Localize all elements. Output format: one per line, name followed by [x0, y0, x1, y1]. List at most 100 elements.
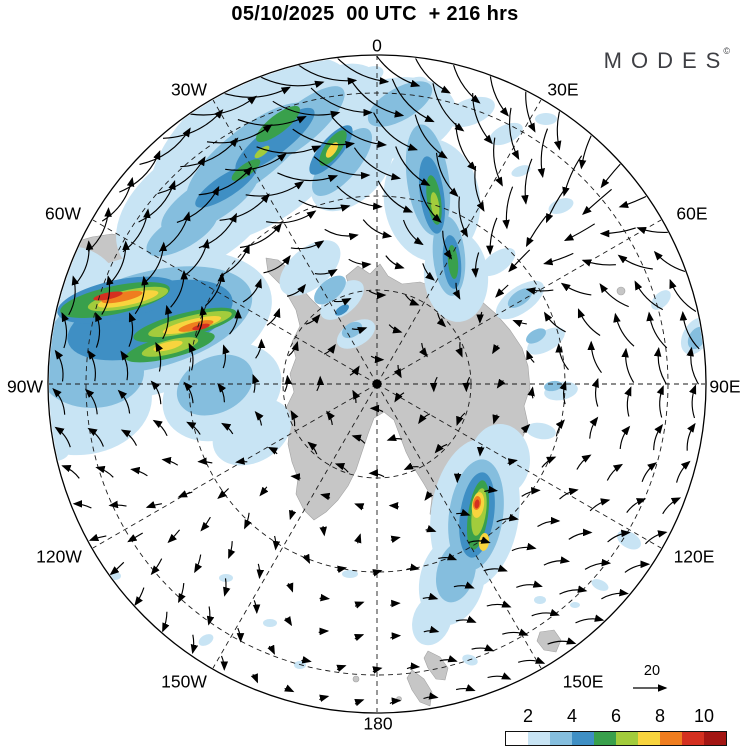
- wind-arrow: [502, 628, 529, 636]
- wind-arrow: [418, 413, 431, 425]
- wind-arrow: [386, 433, 403, 442]
- wind-arrow: [190, 634, 199, 655]
- wind-arrow: [689, 384, 697, 419]
- shading-contour: [480, 247, 516, 277]
- colorbar-cell: [704, 732, 726, 745]
- wind-arrow: [353, 147, 401, 181]
- colorbar-tick: 10: [693, 706, 715, 726]
- lon-label-180: 180: [363, 714, 392, 734]
- wind-arrow: [385, 255, 405, 270]
- wind-reference-value: 20: [644, 663, 660, 679]
- wind-arrow: [351, 434, 366, 444]
- shading-contour: [263, 619, 277, 627]
- wind-arrow: [455, 342, 463, 358]
- wind-arrow: [313, 156, 371, 180]
- wind-arrow: [128, 312, 137, 347]
- wind-arrow: [182, 238, 210, 278]
- wind-arrow: [316, 375, 325, 392]
- wind-arrow: [555, 343, 569, 371]
- wind-arrow: [395, 146, 431, 186]
- shading-contour: [125, 410, 141, 420]
- colorbar-cell: [528, 732, 550, 745]
- wind-arrow: [389, 697, 402, 705]
- wind-arrow: [435, 152, 459, 197]
- shading-contour: [474, 499, 480, 509]
- wind-arrow: [225, 152, 287, 171]
- wind-arrow: [493, 137, 503, 187]
- shading-contour: [93, 291, 123, 301]
- meridian-line: [376, 383, 542, 670]
- wind-arrow: [686, 422, 696, 451]
- wind-arrow: [144, 241, 168, 283]
- wind-arrow: [152, 419, 168, 437]
- wind-arrow: [626, 498, 647, 513]
- wind-arrow: [575, 614, 605, 624]
- wind-arrow: [508, 107, 520, 161]
- wind-arrow: [354, 633, 365, 642]
- wind-arrow: [559, 487, 579, 500]
- wind-arrow: [405, 294, 420, 306]
- land-new-zealand-south: [406, 669, 433, 707]
- wind-arrow: [587, 340, 602, 374]
- wind-arrow: [162, 611, 170, 633]
- shading-contour: [254, 145, 270, 159]
- shading-contour: [548, 198, 574, 214]
- wind-arrow: [502, 186, 514, 230]
- wind-arrow: [288, 509, 297, 521]
- wind-arrow: [429, 376, 438, 393]
- wind-arrow: [568, 528, 593, 540]
- wind-arrow: [624, 386, 632, 417]
- wind-arrow: [194, 554, 203, 574]
- wind-arrow: [61, 465, 80, 479]
- wind-arrow: [656, 385, 664, 418]
- land-island: [616, 286, 626, 296]
- wind-arrow: [197, 457, 213, 466]
- wind-arrow: [122, 208, 151, 253]
- shading-contour: [511, 165, 531, 177]
- colorbar-cell: [638, 732, 660, 745]
- wind-arrow: [483, 564, 508, 572]
- wind-arrow: [452, 282, 461, 300]
- wind-arrow: [186, 421, 201, 435]
- colorbar-cell: [616, 732, 638, 745]
- shading-contour: [535, 113, 557, 125]
- land-island: [589, 652, 607, 664]
- wind-arrow: [259, 486, 269, 497]
- wind-arrow: [267, 644, 275, 655]
- wind-arrow: [508, 249, 531, 273]
- wind-arrow: [468, 536, 491, 544]
- wind-arrow: [486, 217, 498, 256]
- meridian-line: [91, 219, 378, 385]
- wind-arrow: [195, 305, 208, 338]
- wind-arrow: [403, 462, 419, 471]
- colorbar-cell: [550, 732, 572, 745]
- wind-arrow: [368, 469, 385, 478]
- wind-arrow: [198, 166, 253, 196]
- wind-arrow: [458, 196, 468, 238]
- wind-arrow: [402, 219, 424, 246]
- wind-arrow: [599, 227, 636, 238]
- wind-arrow: [162, 109, 224, 139]
- wind-arrow: [319, 526, 327, 537]
- shading-contour: [651, 290, 671, 310]
- modes-logo-text: MODES: [603, 48, 730, 73]
- wind-arrow: [617, 254, 653, 270]
- wind-arrow: [354, 503, 365, 511]
- wind-arrow: [263, 255, 291, 274]
- wind-arrow: [577, 308, 601, 336]
- wind-arrow: [324, 228, 359, 241]
- wind-arrow: [589, 498, 611, 512]
- wind-arrow: [391, 78, 435, 123]
- wind-arrow: [101, 176, 135, 222]
- wind-arrow: [292, 128, 356, 149]
- wind-arrow: [354, 601, 365, 609]
- wind-arrow: [206, 606, 215, 626]
- wind-arrow: [221, 422, 234, 435]
- wind-arrow: [362, 219, 393, 239]
- wind-arrow: [641, 462, 658, 482]
- wind-arrow: [527, 386, 535, 399]
- lon-label-90e: 90E: [709, 377, 740, 397]
- wind-arrow: [581, 259, 616, 267]
- wind-arrow: [563, 223, 596, 242]
- wind-arrow: [394, 392, 405, 403]
